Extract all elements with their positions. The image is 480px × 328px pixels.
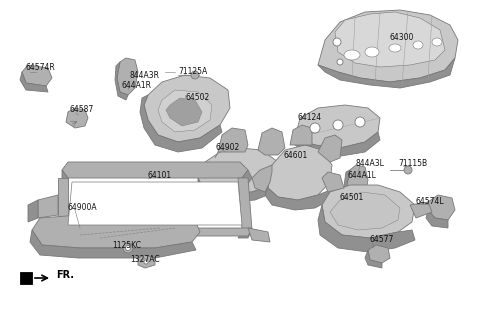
Polygon shape [248, 228, 270, 242]
Text: 844A3L: 844A3L [355, 158, 384, 168]
Polygon shape [138, 255, 155, 268]
Polygon shape [268, 145, 332, 200]
Polygon shape [218, 128, 248, 152]
Polygon shape [238, 178, 252, 230]
Circle shape [333, 120, 343, 130]
Text: 1327AC: 1327AC [130, 256, 160, 264]
Text: 64900A: 64900A [68, 203, 97, 213]
Ellipse shape [413, 41, 423, 49]
Text: 64577: 64577 [370, 236, 395, 244]
Polygon shape [365, 250, 382, 268]
Polygon shape [198, 148, 280, 193]
Polygon shape [252, 165, 272, 192]
Polygon shape [58, 228, 252, 236]
Circle shape [123, 243, 133, 253]
Polygon shape [322, 172, 344, 192]
Polygon shape [196, 185, 215, 215]
Polygon shape [347, 165, 368, 202]
Polygon shape [318, 135, 342, 162]
Polygon shape [20, 272, 32, 284]
Polygon shape [295, 132, 380, 157]
Text: 71125A: 71125A [178, 68, 207, 76]
Text: 644A1L: 644A1L [348, 171, 377, 179]
Polygon shape [144, 75, 230, 142]
Polygon shape [428, 195, 455, 220]
Polygon shape [258, 128, 285, 155]
Polygon shape [335, 12, 445, 67]
Polygon shape [426, 210, 448, 228]
Text: 71115B: 71115B [398, 158, 427, 168]
Polygon shape [140, 95, 222, 152]
Text: 64601: 64601 [283, 151, 307, 159]
Polygon shape [330, 192, 400, 230]
Text: 844A3R: 844A3R [130, 71, 160, 79]
Text: 1125KC: 1125KC [112, 240, 141, 250]
Polygon shape [56, 228, 62, 242]
Polygon shape [295, 105, 380, 148]
Polygon shape [68, 182, 242, 225]
Polygon shape [38, 195, 58, 218]
Polygon shape [66, 108, 88, 128]
Polygon shape [198, 178, 280, 202]
Circle shape [310, 123, 320, 133]
Polygon shape [58, 178, 68, 228]
Ellipse shape [432, 38, 442, 46]
Polygon shape [20, 72, 48, 92]
Polygon shape [158, 90, 212, 132]
Polygon shape [238, 230, 252, 238]
Polygon shape [117, 58, 138, 95]
Circle shape [333, 38, 341, 46]
Text: 64502: 64502 [185, 92, 209, 101]
Circle shape [404, 166, 412, 174]
Text: 64101: 64101 [148, 171, 172, 179]
Polygon shape [32, 215, 200, 248]
Polygon shape [28, 200, 38, 222]
Polygon shape [242, 170, 252, 186]
Polygon shape [265, 188, 330, 210]
Circle shape [355, 117, 365, 127]
Text: 644A1R: 644A1R [122, 81, 152, 91]
Polygon shape [344, 170, 358, 208]
Text: FR.: FR. [56, 270, 74, 280]
Circle shape [144, 260, 148, 264]
Text: 64300: 64300 [390, 33, 414, 43]
Polygon shape [62, 162, 248, 178]
Polygon shape [215, 152, 218, 158]
Circle shape [337, 59, 343, 65]
Circle shape [125, 245, 131, 251]
Polygon shape [22, 65, 52, 86]
Polygon shape [290, 125, 312, 145]
Polygon shape [322, 185, 415, 238]
Polygon shape [318, 58, 455, 88]
Ellipse shape [344, 50, 360, 60]
Polygon shape [318, 10, 458, 82]
Text: 64124: 64124 [298, 113, 322, 122]
Polygon shape [30, 230, 196, 258]
Polygon shape [58, 228, 68, 236]
Polygon shape [368, 245, 390, 263]
Ellipse shape [365, 47, 379, 57]
Polygon shape [410, 202, 432, 218]
Text: 64574L: 64574L [415, 197, 444, 207]
Text: 64501: 64501 [340, 194, 364, 202]
Circle shape [191, 71, 199, 79]
Polygon shape [115, 62, 128, 100]
Polygon shape [62, 170, 68, 188]
Text: 64587: 64587 [70, 106, 94, 114]
Polygon shape [318, 205, 415, 252]
Text: 64574R: 64574R [25, 64, 55, 72]
Text: 64902: 64902 [215, 144, 239, 153]
Polygon shape [166, 98, 202, 126]
Ellipse shape [389, 44, 401, 52]
